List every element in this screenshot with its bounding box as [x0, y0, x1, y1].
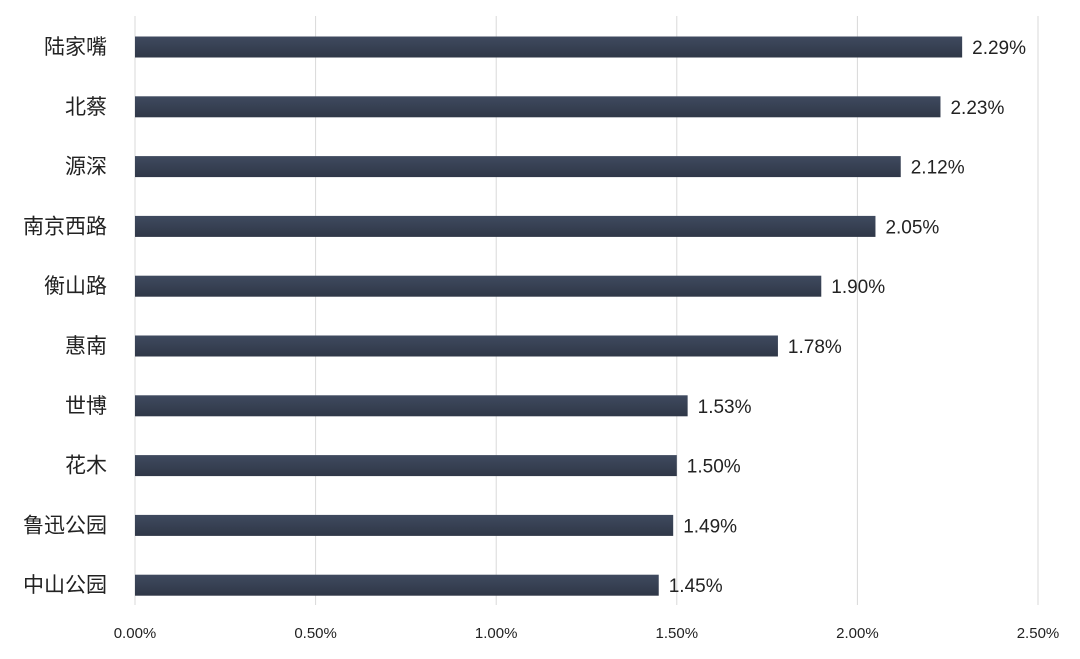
- category-label: 源深: [65, 155, 107, 179]
- labels: 0.00% 0.50% 1.00% 1.50% 2.00% 2.50% 陆家嘴 2.29% 北蔡…: [23, 35, 1059, 642]
- data-label: 1.49%: [683, 516, 737, 537]
- data-label: 1.45%: [669, 576, 723, 597]
- category-label: 南京西路: [23, 214, 107, 238]
- bar: [135, 574, 659, 596]
- data-label: 2.12%: [911, 158, 965, 179]
- data-label: 1.78%: [788, 337, 842, 358]
- bar: [135, 335, 778, 357]
- x-tick-label: 1.50%: [656, 625, 699, 642]
- category-label: 花木: [65, 454, 107, 478]
- bar: [135, 36, 963, 58]
- category-label: 鲁迅公园: [23, 513, 107, 537]
- category-label: 衡山路: [44, 274, 107, 298]
- data-label: 1.50%: [687, 457, 741, 478]
- category-label: 北蔡: [65, 95, 107, 119]
- data-label: 2.23%: [950, 98, 1004, 119]
- x-tick-label: 2.00%: [836, 625, 879, 642]
- bar: [135, 395, 688, 417]
- bar: [135, 215, 876, 237]
- category-label: 陆家嘴: [44, 35, 107, 59]
- bars: [135, 36, 963, 596]
- bar: [135, 455, 677, 477]
- data-label: 1.90%: [831, 277, 885, 298]
- x-tick-label: 2.50%: [1017, 625, 1060, 642]
- category-label: 世博: [65, 394, 107, 418]
- x-tick-label: 0.50%: [294, 625, 337, 642]
- data-label: 2.29%: [972, 38, 1026, 59]
- category-label: 中山公园: [23, 573, 107, 597]
- x-tick-label: 0.00%: [114, 625, 157, 642]
- bar: [135, 96, 941, 118]
- data-label: 1.53%: [698, 397, 752, 418]
- x-tick-label: 1.00%: [475, 625, 518, 642]
- category-label: 惠南: [65, 334, 107, 358]
- bar: [135, 275, 822, 297]
- bar: [135, 514, 674, 536]
- bar: [135, 156, 901, 178]
- data-label: 2.05%: [885, 217, 939, 238]
